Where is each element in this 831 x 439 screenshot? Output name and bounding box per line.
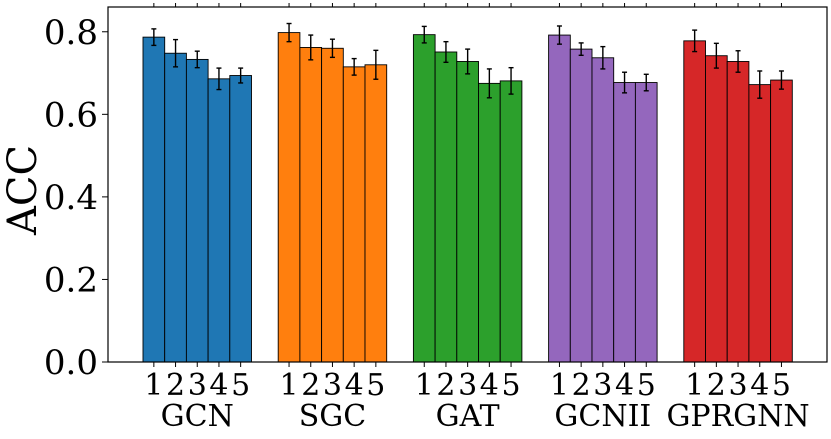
bar-gat-1 [412,34,436,363]
x-tick-label-gcnii-1: 1 [550,368,569,403]
x-tick-label-gcnii-2: 2 [572,368,591,403]
x-tick-label-sgc-4: 4 [345,368,364,403]
bar-sgc-4 [342,66,366,363]
group-label-sgc: SGC [299,399,366,434]
bar-gprgnn-5 [770,79,793,363]
group-label-gcn: GCN [161,399,234,434]
x-tick-label-gcn-5: 5 [231,368,250,403]
x-tick-label-gat-2: 2 [436,368,455,403]
bar-gprgnn-4 [748,84,772,363]
x-tick-label-gcn-4: 4 [209,368,228,403]
bar-sgc-2 [299,47,323,363]
x-tick-label-sgc-3: 3 [323,368,342,403]
y-axis-title: ACC [0,145,46,236]
bar-gcn-1 [142,36,166,363]
x-tick-label-gcn-2: 2 [166,368,185,403]
x-tick-label-sgc-5: 5 [366,368,385,403]
bar-gat-3 [456,61,479,363]
x-tick-label-gcnii-5: 5 [637,368,656,403]
x-tick-label-sgc-2: 2 [301,368,320,403]
x-tick-label-gat-5: 5 [502,368,521,403]
bar-gcn-3 [185,58,209,363]
bar-sgc-5 [364,64,388,363]
bar-gcnii-2 [569,48,593,363]
bar-gcnii-1 [548,34,571,363]
bar-gcnii-3 [591,57,615,363]
y-tick-label-2: 0.4 [44,178,98,218]
bar-gat-4 [478,82,501,363]
x-tick-label-gprgnn-4: 4 [750,368,769,403]
bar-gcn-2 [164,52,187,363]
group-label-gat: GAT [436,399,500,434]
x-tick-label-gprgnn-2: 2 [707,368,726,403]
errorbars-layer [151,22,784,99]
bars-layer [142,32,793,363]
x-tick-label-gprgnn-5: 5 [772,368,791,403]
bar-gprgnn-1 [683,40,706,363]
bar-sgc-3 [321,47,344,363]
x-tick-label-gcn-1: 1 [144,368,163,403]
bar-gprgnn-2 [705,55,728,363]
x-tick-label-gat-1: 1 [415,368,434,403]
x-tick-label-gcn-3: 3 [188,368,207,403]
bar-sgc-1 [277,32,301,363]
x-tick-label-gprgnn-3: 3 [729,368,748,403]
bar-gcnii-5 [634,82,658,363]
group-label-gcnii: GCNII [554,399,651,434]
x-tick-label-gcnii-3: 3 [593,368,612,403]
bar-gcn-4 [207,78,231,363]
y-tick-label-0: 0.0 [44,343,98,383]
bar-gat-2 [434,51,458,363]
y-axis: 0.0 0.2 0.4 0.6 0.8 [44,13,108,383]
bar-gcn-5 [229,75,252,363]
bar-gat-5 [499,80,523,363]
x-tick-label-gcnii-4: 4 [615,368,634,403]
y-tick-label-1: 0.2 [44,260,98,300]
bar-gprgnn-3 [726,61,750,363]
x-tick-label-sgc-1: 1 [280,368,299,403]
y-tick-label-4: 0.8 [44,13,98,53]
y-tick-label-3: 0.6 [44,95,98,135]
x-tick-label-gat-3: 3 [458,368,477,403]
bar-gcnii-4 [613,82,636,363]
x-tick-label-gprgnn-1: 1 [685,368,704,403]
group-label-gprgnn: GPRGNN [666,399,809,434]
x-tick-label-gat-4: 4 [480,368,499,403]
